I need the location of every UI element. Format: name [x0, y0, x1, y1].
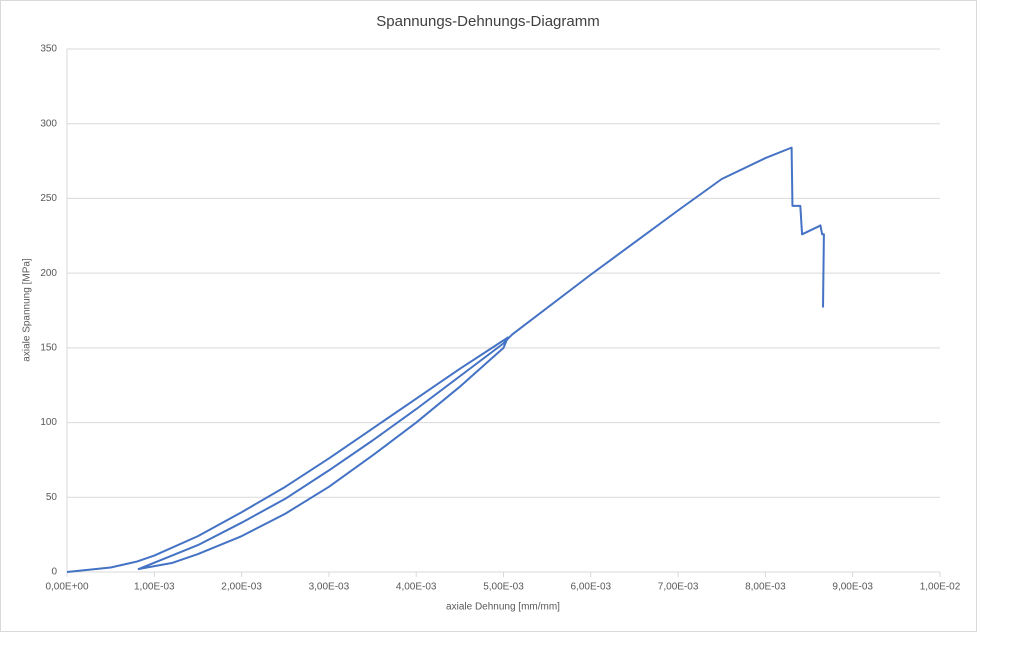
x-tick-label: 9,00E-03 — [832, 582, 873, 593]
y-axis-title: axiale Spannung [MPa] — [22, 258, 33, 362]
y-tick-label: 350 — [40, 44, 57, 55]
x-tick-label: 5,00E-03 — [483, 582, 524, 593]
y-tick-label: 0 — [51, 567, 57, 578]
x-tick-label: 8,00E-03 — [745, 582, 786, 593]
x-tick-label: 2,00E-03 — [221, 582, 262, 593]
x-tick-label: 4,00E-03 — [396, 582, 437, 593]
y-tick-label: 150 — [40, 342, 57, 353]
y-tick-label: 300 — [40, 118, 57, 129]
chart-frame — [0, 0, 977, 632]
x-axis-title: axiale Dehnung [mm/mm] — [446, 602, 560, 613]
x-tick-label: 1,00E-03 — [134, 582, 175, 593]
x-tick-label: 7,00E-03 — [658, 582, 699, 593]
data-line — [66, 146, 825, 573]
y-tick-label: 200 — [40, 268, 57, 279]
y-tick-label: 100 — [40, 417, 57, 428]
y-tick-label: 50 — [46, 492, 58, 503]
x-tick-label: 6,00E-03 — [571, 582, 612, 593]
x-tick-label: 3,00E-03 — [309, 582, 350, 593]
x-tick-label: 1,00E-02 — [920, 582, 961, 593]
y-tick-label: 250 — [40, 193, 57, 204]
chart-title: Spannungs-Dehnungs-Diagramm — [376, 13, 599, 30]
x-tick-label: 0,00E+00 — [45, 582, 89, 593]
